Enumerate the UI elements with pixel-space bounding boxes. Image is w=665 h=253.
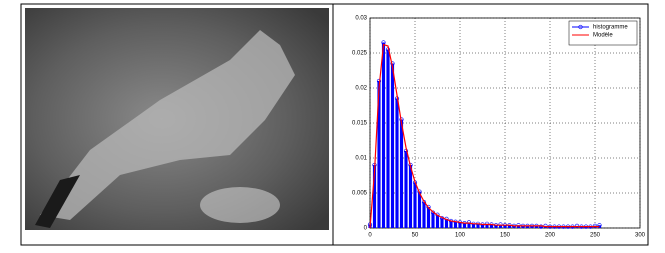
x-tick-label: 150 (500, 233, 511, 239)
histogram-bar (382, 43, 385, 229)
histogram-bar (391, 64, 394, 229)
histogram-bar (422, 202, 425, 228)
x-tick-label: 250 (590, 233, 601, 239)
histogram-bar (454, 222, 457, 228)
x-tick-label: 50 (412, 233, 419, 239)
y-tick-label: 0.03 (355, 16, 367, 22)
histogram-bar (458, 222, 461, 228)
histogram-bar (400, 120, 403, 229)
legend-label: Modèle (593, 33, 613, 39)
histogram-bar (427, 207, 430, 228)
x-tick-label: 300 (635, 233, 646, 239)
histogram-bar (413, 183, 416, 229)
x-tick-label: 100 (455, 233, 466, 239)
y-tick-label: 0.025 (352, 51, 368, 57)
ground-patch (200, 187, 280, 223)
x-tick-label: 200 (545, 233, 556, 239)
histogram-bar (463, 223, 466, 228)
y-tick-label: 0 (364, 226, 368, 232)
legend-label: histogramme (593, 25, 628, 31)
histogram-bar (418, 192, 421, 228)
y-tick-label: 0.015 (352, 121, 368, 127)
y-tick-label: 0.02 (355, 86, 367, 92)
histogram-bar (395, 99, 398, 229)
histogram-bar (386, 50, 389, 229)
histogram-bar (431, 213, 434, 228)
histogram-bar (404, 151, 407, 228)
x-tick-label: 0 (368, 233, 372, 239)
y-tick-label: 0.01 (355, 156, 367, 162)
figure: 0 0.005 0.01 0.015 0.02 0.025 0.03 0 50 100 150 200… (0, 0, 665, 248)
y-tick-label: 0.005 (352, 191, 368, 197)
histogram-bar (409, 165, 412, 228)
